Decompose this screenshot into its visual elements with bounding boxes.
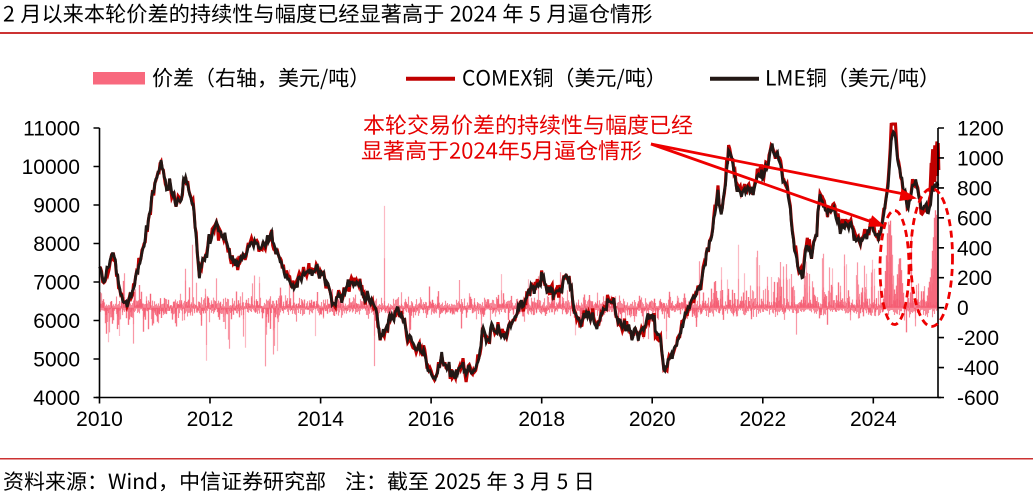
svg-text:1000: 1000: [957, 147, 1004, 170]
svg-text:2014: 2014: [297, 408, 344, 431]
svg-text:-400: -400: [957, 357, 999, 380]
svg-text:-600: -600: [957, 387, 999, 410]
svg-text:9000: 9000: [33, 195, 80, 218]
svg-text:400: 400: [957, 237, 992, 260]
svg-text:8000: 8000: [33, 233, 80, 256]
svg-text:4000: 4000: [33, 387, 80, 410]
svg-text:0: 0: [957, 297, 969, 320]
svg-text:600: 600: [957, 207, 992, 230]
svg-text:2022: 2022: [739, 408, 786, 431]
svg-text:1200: 1200: [957, 118, 1004, 141]
svg-text:2012: 2012: [187, 408, 234, 431]
svg-text:5000: 5000: [33, 349, 80, 372]
svg-text:800: 800: [957, 177, 992, 200]
svg-text:2020: 2020: [629, 408, 676, 431]
svg-text:2018: 2018: [518, 408, 565, 431]
svg-text:6000: 6000: [33, 310, 80, 333]
svg-text:-200: -200: [957, 327, 999, 350]
svg-text:200: 200: [957, 267, 992, 290]
svg-text:7000: 7000: [33, 272, 80, 295]
svg-text:2010: 2010: [76, 408, 123, 431]
svg-text:10000: 10000: [22, 156, 80, 179]
svg-text:11000: 11000: [23, 118, 80, 141]
svg-text:2024: 2024: [850, 408, 897, 431]
svg-text:2016: 2016: [408, 408, 455, 431]
